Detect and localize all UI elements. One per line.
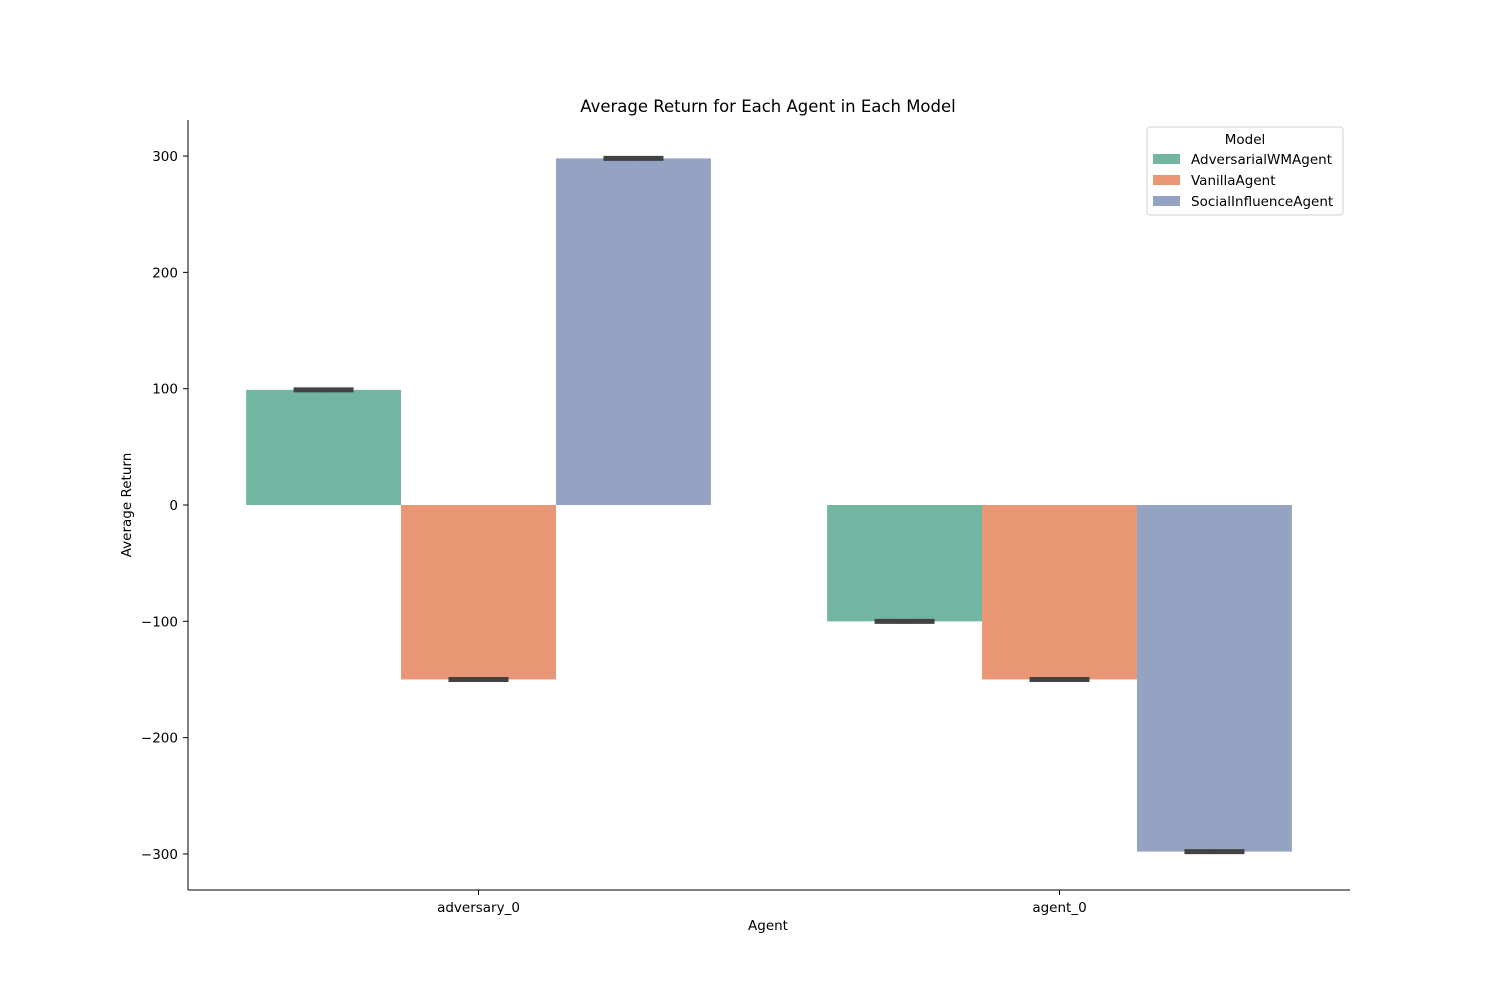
y-tick-label: 300 <box>152 149 178 165</box>
legend-label: SocialInfluenceAgent <box>1191 194 1333 210</box>
bar <box>1136 505 1292 852</box>
y-axis: −300 −200 −100 0 100 200 300 <box>141 120 189 890</box>
y-tick-label: 0 <box>169 498 178 514</box>
y-axis-label: Average Return <box>119 453 135 558</box>
bars-layer <box>246 158 1292 852</box>
y-tick-label: 200 <box>152 265 178 281</box>
chart-title: Average Return for Each Agent in Each Mo… <box>580 97 955 116</box>
bar <box>982 505 1137 680</box>
bar <box>827 505 983 622</box>
y-tick-label: −100 <box>141 614 178 630</box>
bar <box>401 505 556 680</box>
y-tick-label: 100 <box>152 382 178 398</box>
bar <box>555 158 711 506</box>
x-axis-label: Agent <box>748 918 788 934</box>
y-tick-label: −200 <box>141 731 178 747</box>
legend-label: VanillaAgent <box>1191 173 1276 189</box>
legend-label: AdversarialWMAgent <box>1191 152 1332 168</box>
x-tick-label: agent_0 <box>1032 900 1086 916</box>
legend-swatch <box>1153 175 1180 185</box>
legend: Model AdversarialWMAgent VanillaAgent Socia… <box>1146 126 1344 216</box>
legend-swatch <box>1153 196 1180 206</box>
bar <box>246 389 402 505</box>
y-tick-label: −300 <box>141 847 178 863</box>
legend-swatch <box>1153 154 1180 164</box>
errorbars-layer <box>293 155 1245 855</box>
x-axis: adversary_0 agent_0 <box>188 889 1350 916</box>
legend-frame <box>1146 126 1344 216</box>
x-tick-label: adversary_0 <box>437 900 520 916</box>
legend-title: Model <box>1225 132 1266 148</box>
